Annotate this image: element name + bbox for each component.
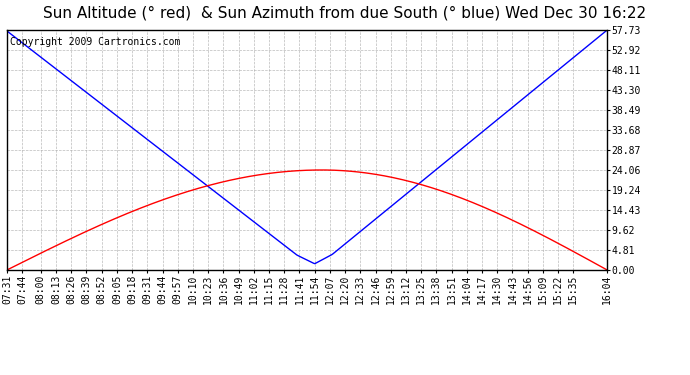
Text: Copyright 2009 Cartronics.com: Copyright 2009 Cartronics.com [10,37,180,47]
Text: Sun Altitude (° red)  & Sun Azimuth from due South (° blue) Wed Dec 30 16:22: Sun Altitude (° red) & Sun Azimuth from … [43,6,647,21]
